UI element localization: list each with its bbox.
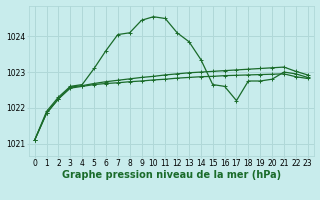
X-axis label: Graphe pression niveau de la mer (hPa): Graphe pression niveau de la mer (hPa) bbox=[62, 170, 281, 180]
